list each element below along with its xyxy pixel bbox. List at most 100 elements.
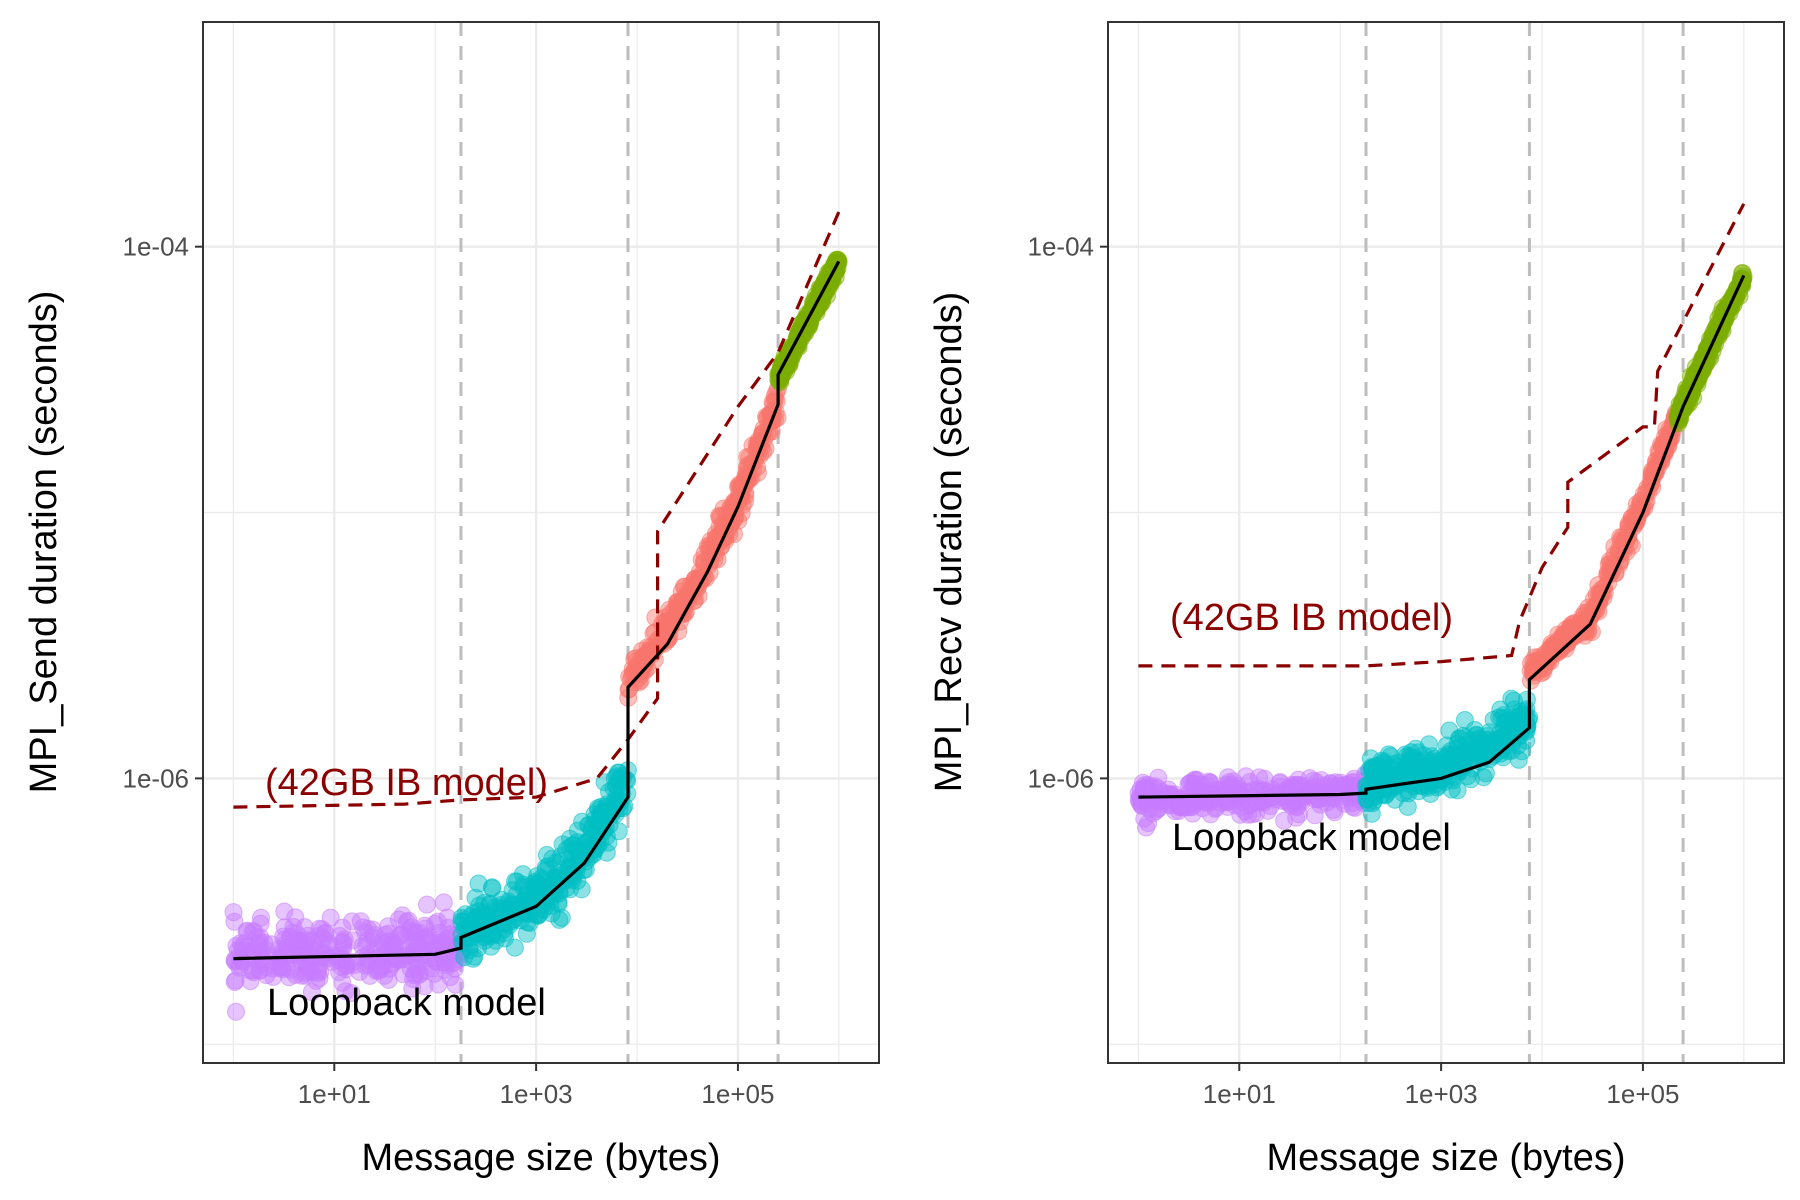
send-data-point: [572, 880, 591, 899]
send-x-axis-title: Message size (bytes): [361, 1137, 720, 1179]
send-data-point: [404, 970, 423, 988]
send-data-point: [597, 843, 616, 862]
send-data-point: [371, 957, 390, 975]
send-ib-annotation: (42GB IB model): [265, 762, 548, 804]
send-data-point: [550, 910, 569, 929]
send-data-point: [469, 874, 488, 893]
send-x-tick-label: 1e+01: [298, 1079, 371, 1109]
send-data-point: [469, 907, 488, 926]
send-data-point: [374, 935, 393, 953]
send-data-point: [711, 507, 730, 526]
recv-data-point: [1549, 625, 1568, 644]
send-data-point: [427, 953, 446, 971]
recv-x-tick-label: 1e+01: [1203, 1079, 1276, 1109]
send-data-point: [343, 953, 362, 972]
send-data-point: [495, 929, 514, 948]
send-data-point: [549, 894, 568, 913]
send-loopback-annotation: Loopback model: [267, 982, 546, 1024]
recv-data-point: [1405, 758, 1424, 777]
recv-data-point: [1498, 722, 1517, 740]
send-x-tick-label: 1e+05: [701, 1079, 774, 1109]
recv-data-point: [1511, 702, 1530, 721]
send-panel-background: [203, 22, 879, 1063]
recv-y-axis-title: MPI_Recv duration (seconds): [928, 292, 970, 793]
send-data-point: [617, 770, 636, 789]
send-data-point: [397, 913, 416, 931]
send-grid: [203, 22, 879, 1063]
send-data-point: [321, 908, 340, 927]
send-data-point: [225, 912, 244, 931]
send-data-point: [314, 929, 332, 948]
send-data-point: [434, 893, 453, 912]
recv-data-point: [1375, 767, 1393, 786]
send-data-point: [365, 925, 384, 944]
recv-y-tick-label: 1e-06: [1028, 763, 1095, 793]
recv-data-point: [1406, 739, 1425, 758]
send-data-point: [297, 958, 316, 977]
send-data-point: [505, 938, 524, 957]
send-data-point: [308, 964, 327, 982]
send-data-point: [302, 983, 321, 1001]
send-data-point: [330, 927, 349, 945]
send-data-point: [226, 971, 245, 990]
send-data-point: [225, 973, 244, 991]
send-data-point: [610, 763, 629, 782]
send-data-point: [537, 846, 556, 864]
send-y-tick-label: 1e-06: [123, 763, 190, 793]
recv-x-tick-label: 1e+05: [1606, 1079, 1679, 1109]
recv-loopback-annotation: Loopback model: [1172, 817, 1451, 859]
send-x-tick-label: 1e+03: [500, 1079, 573, 1109]
recv-data-point: [1372, 751, 1391, 770]
send-data-point: [333, 950, 352, 968]
send-breakpoints: [459, 22, 780, 1063]
recv-data-point: [1307, 773, 1326, 792]
send-data-point: [513, 865, 532, 884]
recv-data-point: [1480, 723, 1499, 742]
recv-data-point: [1137, 818, 1155, 837]
recv-data-point: [1174, 798, 1193, 817]
send-data-point: [407, 932, 426, 951]
recv-data-point: [1446, 746, 1465, 765]
send-data-point: [275, 902, 294, 921]
send-data-point: [342, 984, 361, 1002]
send-data-point: [286, 930, 305, 949]
send-data-point: [379, 917, 398, 936]
recv-data-point: [1281, 794, 1300, 813]
send-data-point: [286, 908, 305, 927]
recv-data-point: [1450, 729, 1469, 748]
send-data-point: [227, 1002, 245, 1021]
send-data-point: [592, 803, 611, 822]
send-data-point: [676, 577, 695, 596]
send-data-point: [429, 975, 448, 994]
recv-data-point: [1197, 776, 1216, 795]
send-data-point: [692, 550, 711, 569]
send-data-point: [403, 979, 422, 998]
send-data-point: [286, 965, 305, 984]
send-data-point: [464, 949, 483, 968]
send-panel: (42GB IB model) Loopback model 1e+01 1e+0…: [23, 21, 880, 1179]
send-data-point: [517, 886, 536, 905]
send-data-point: [418, 895, 436, 914]
send-y-axis-title: MPI_Send duration (seconds): [23, 291, 65, 794]
send-data-point: [252, 908, 270, 927]
send-data-point: [595, 773, 614, 792]
send-series-huge: [769, 250, 848, 392]
send-data-point: [409, 935, 427, 954]
send-data-point: [249, 935, 268, 954]
send-data-point: [557, 840, 576, 859]
recv-data-point: [1146, 790, 1165, 809]
recv-ib-annotation: (42GB IB model): [1170, 597, 1453, 639]
send-data-point: [257, 958, 276, 977]
send-y-tick-label: 1e-04: [123, 232, 190, 262]
send-data-point: [343, 912, 361, 931]
recv-x-tick-label: 1e+03: [1405, 1079, 1478, 1109]
send-data-point: [386, 936, 405, 955]
send-data-point: [698, 537, 717, 556]
send-data-point: [536, 861, 555, 880]
send-data-point: [622, 670, 641, 689]
send-data-point: [224, 903, 243, 922]
recv-x-axis-title: Message size (bytes): [1266, 1137, 1625, 1179]
recv-y-tick-label: 1e-04: [1028, 232, 1095, 262]
recv-data-point: [1329, 776, 1348, 795]
